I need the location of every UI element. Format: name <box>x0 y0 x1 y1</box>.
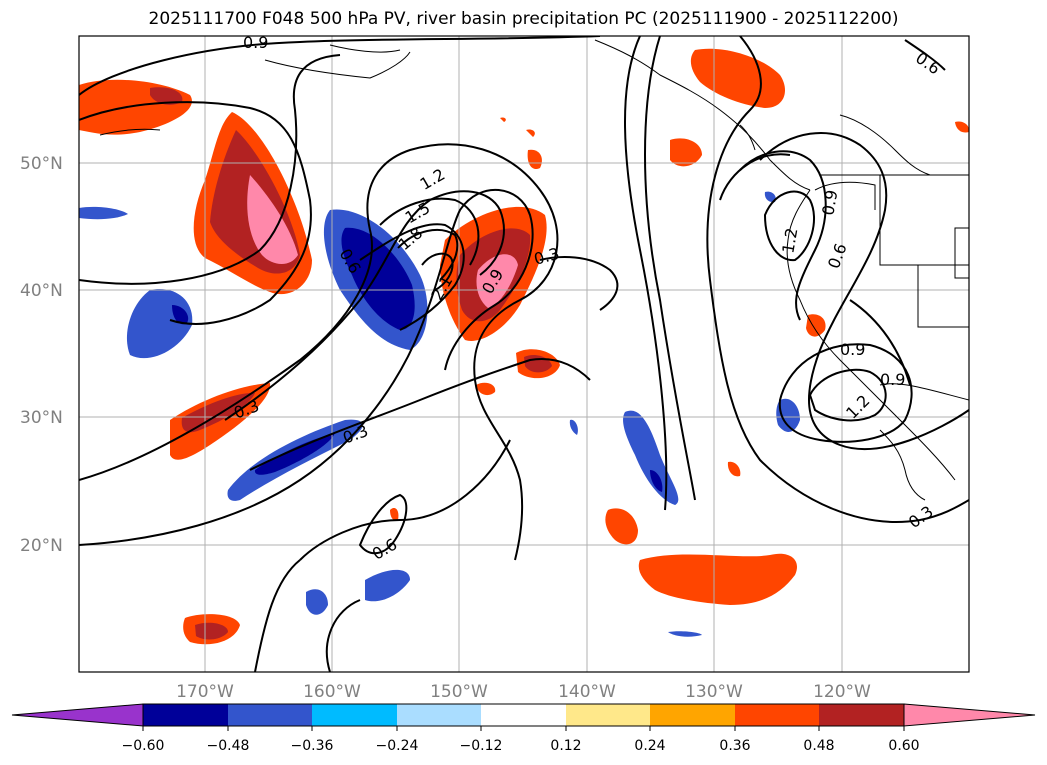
colorbar-segment <box>735 704 819 726</box>
map-frame <box>78 35 970 673</box>
colorbar-tick-label: 0.24 <box>634 738 665 754</box>
contour-label: 0.9 <box>880 370 905 389</box>
pv-contours <box>79 36 969 672</box>
colorbar-segment <box>397 704 481 726</box>
colorbar-segment <box>312 704 397 726</box>
lon-label: 120°W <box>813 682 871 702</box>
lat-label: 40°N <box>20 281 63 301</box>
colorbar-segment <box>481 704 566 726</box>
latitude-labels: 50°N 40°N 30°N 20°N <box>20 154 63 556</box>
colorbar-tick-label: 0.12 <box>550 738 581 754</box>
colorbar-segment <box>650 704 735 726</box>
contour-label: 0.9 <box>818 188 841 216</box>
graticule <box>79 36 969 672</box>
lon-label: 130°W <box>685 682 743 702</box>
lat-label: 50°N <box>20 154 63 174</box>
colorbar-tick-label: 0.60 <box>888 738 919 754</box>
colorbar-segment <box>143 704 228 726</box>
colorbar-tick-label: 0.48 <box>803 738 834 754</box>
lon-label: 170°W <box>176 682 234 702</box>
colorbar-under-arrow <box>11 703 144 727</box>
colorbar-segment <box>566 704 650 726</box>
colorbar-tick-label: −0.60 <box>122 738 165 754</box>
precipitation-shading <box>79 48 969 645</box>
colorbar-tick-label: −0.12 <box>460 738 503 754</box>
colorbar-segment <box>228 704 312 726</box>
lon-label: 160°W <box>303 682 361 702</box>
coastlines <box>99 39 969 501</box>
contour-label: 0.9 <box>243 33 268 52</box>
lon-label: 140°W <box>558 682 616 702</box>
contour-label: 0.9 <box>840 340 865 359</box>
colorbar-tick-label: 0.36 <box>719 738 750 754</box>
colorbar-tick-label: −0.36 <box>291 738 334 754</box>
lat-label: 20°N <box>20 536 63 556</box>
colorbar-over-arrow <box>903 703 1036 727</box>
longitude-labels: 170°W 160°W 150°W 140°W 130°W 120°W <box>176 682 871 702</box>
colorbar-tick-label: −0.48 <box>207 738 250 754</box>
lat-label: 30°N <box>20 408 63 428</box>
colorbar-segment <box>819 704 904 726</box>
lon-label: 150°W <box>430 682 488 702</box>
colorbar: −0.60 −0.48 −0.36 −0.24 −0.12 0.12 0.24 … <box>11 703 1036 754</box>
contour-label: 1.2 <box>778 226 801 254</box>
figure-title: 2025111700 F048 500 hPa PV, river basin … <box>148 9 899 29</box>
colorbar-tick-label: −0.24 <box>376 738 419 754</box>
